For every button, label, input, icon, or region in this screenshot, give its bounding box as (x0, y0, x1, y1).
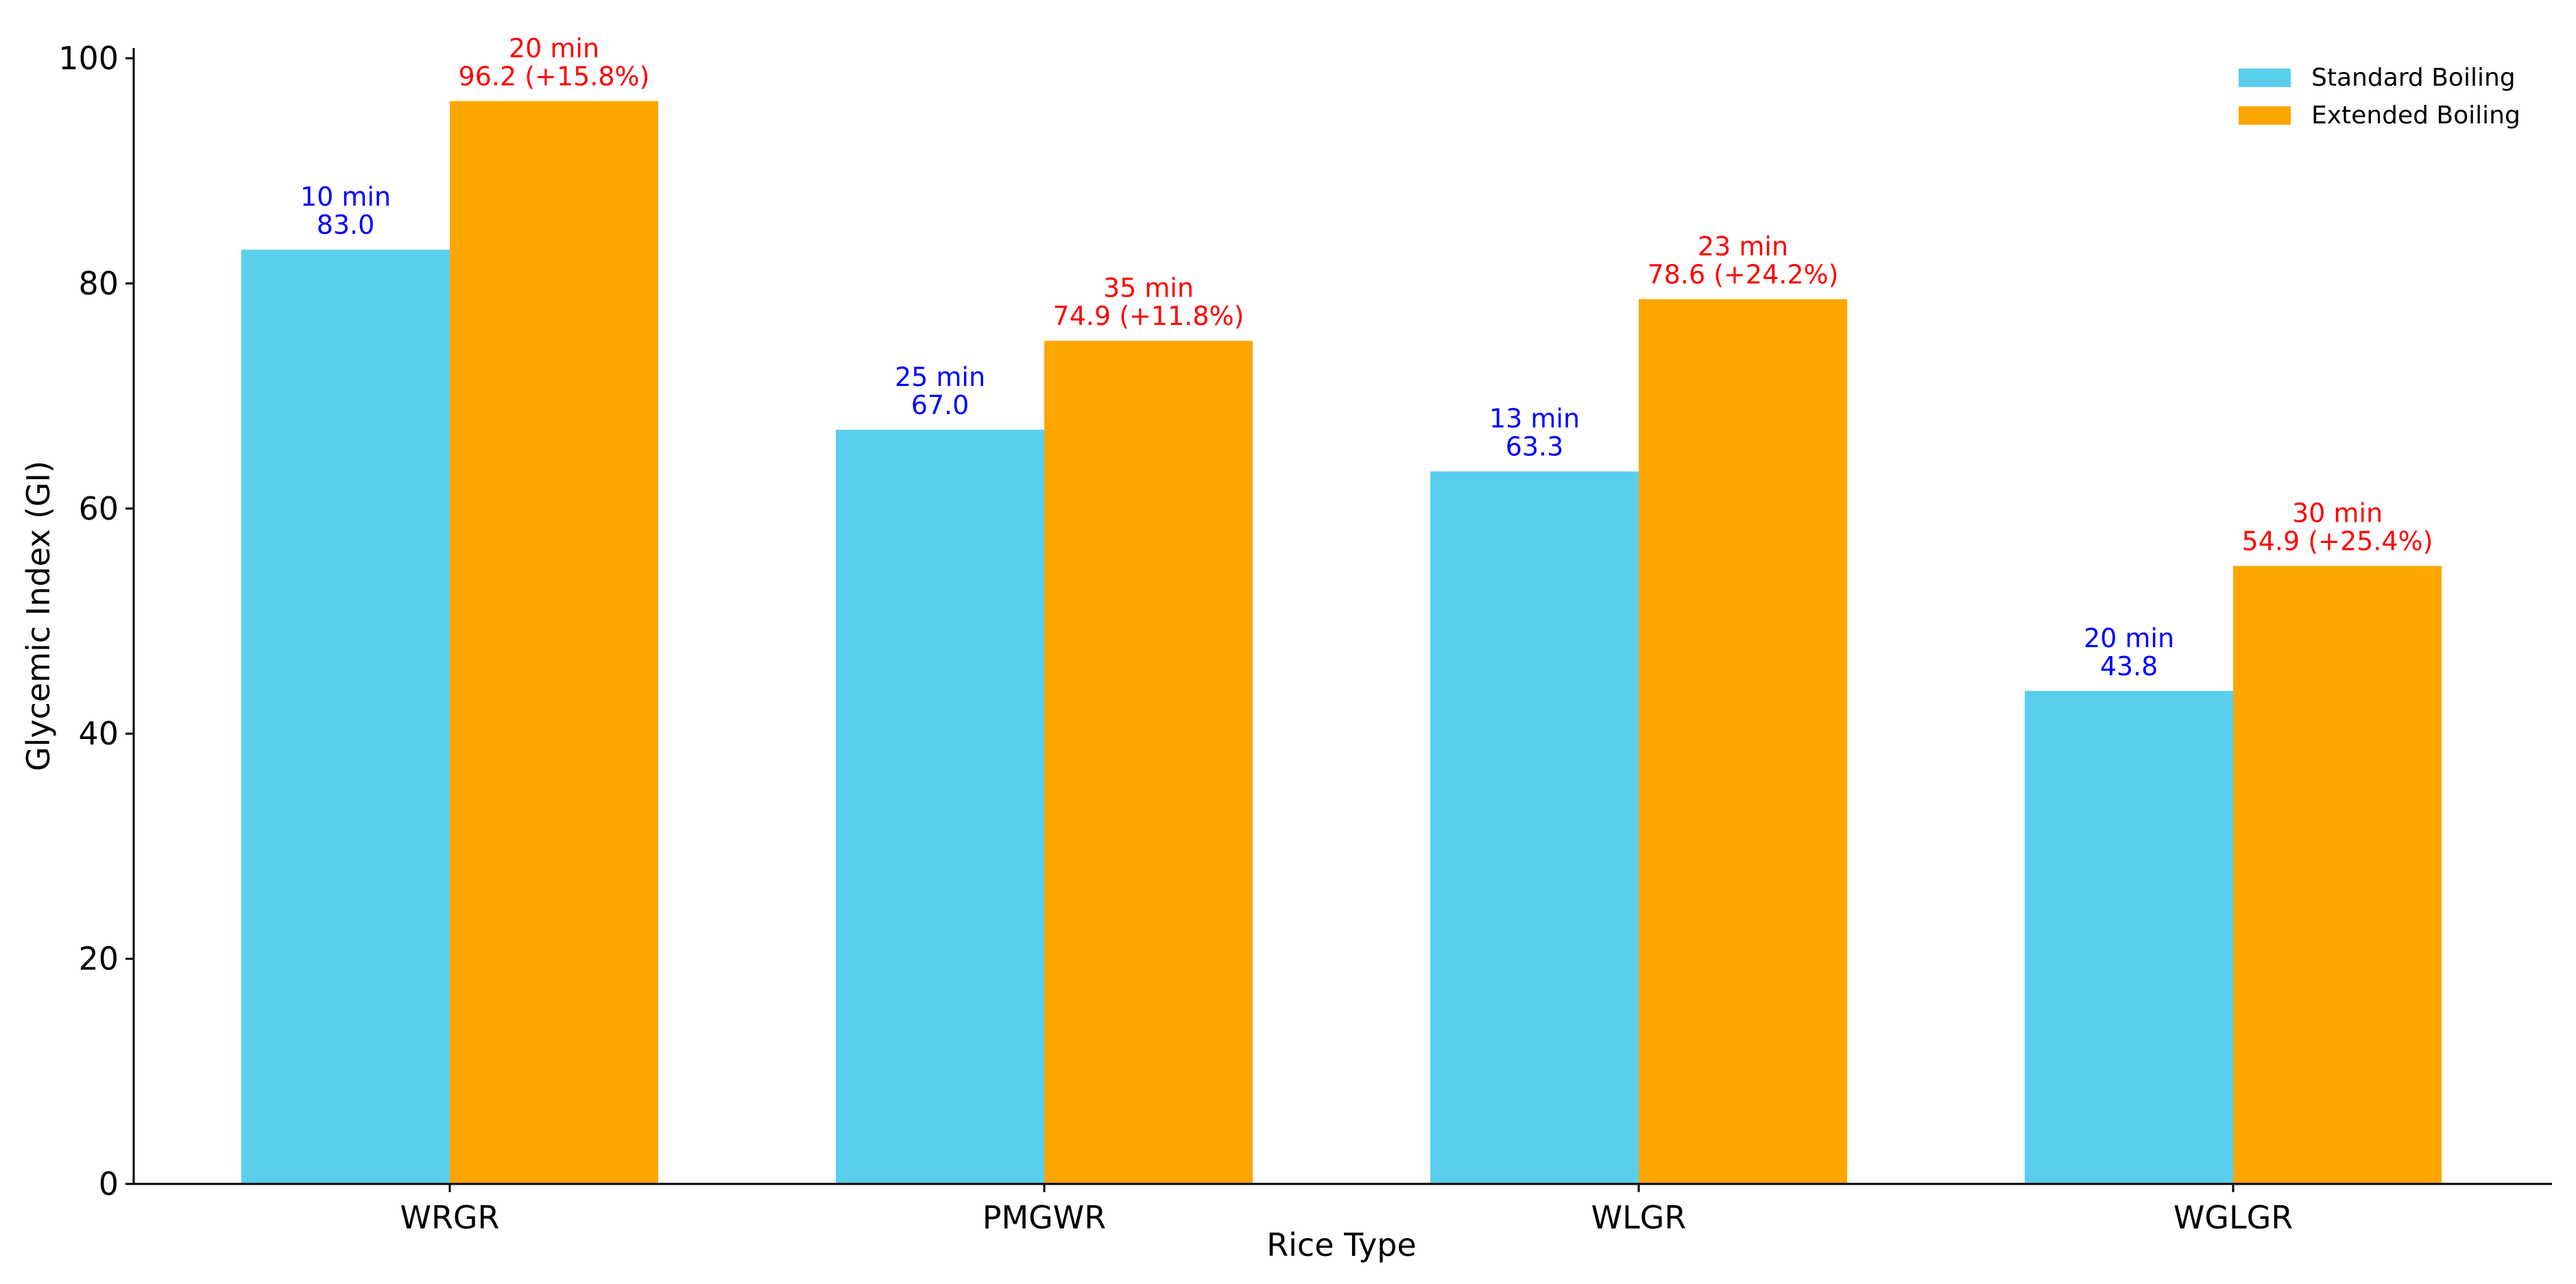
legend: Standard Boiling Extended Boiling (2239, 64, 2520, 130)
x-tick-label: WLGR (1591, 1199, 1687, 1236)
bar-standard-wlgr (1430, 471, 1639, 1184)
bar-value-label: 43.8 (2100, 651, 2158, 681)
axes-layer (132, 48, 2552, 1185)
bar-value-label: 96.2 (+15.8%) (459, 61, 650, 91)
y-tick-label: 100 (58, 40, 119, 77)
bar-time-label: 30 min (2292, 498, 2383, 529)
legend-label-standard: Standard Boiling (2311, 64, 2516, 92)
x-tick-label: PMGWR (983, 1199, 1107, 1236)
bar-standard-wglgr (2025, 690, 2233, 1184)
bar-time-label: 23 min (1698, 231, 1788, 261)
bar-value-label: 54.9 (+25.4%) (2242, 526, 2433, 557)
bar-time-label: 25 min (895, 362, 985, 392)
x-axis-title: Rice Type (1266, 1226, 1417, 1263)
x-ticks: WRGR PMGWR WLGR WGLGR (400, 1184, 2293, 1236)
y-tick-label: 20 (78, 941, 119, 978)
bar-standard-wrgr (241, 250, 450, 1184)
y-axis-title: Glycemic Index (GI) (20, 461, 57, 771)
bar-time-label: 20 min (509, 33, 599, 63)
bar-extended-wrgr (450, 101, 658, 1184)
bar-extended-pmgwr (1044, 341, 1253, 1185)
bar-value-label: 63.3 (1506, 432, 1564, 462)
y-tick-label: 60 (78, 490, 119, 527)
legend-swatch-standard (2239, 69, 2291, 87)
bar-standard-pmgwr (836, 429, 1044, 1184)
y-tick-label: 0 (99, 1165, 119, 1202)
y-ticks: 0 20 40 60 80 100 (58, 40, 134, 1202)
bar-time-label: 35 min (1103, 273, 1194, 303)
x-tick-label: WRGR (400, 1199, 499, 1236)
bar-value-label: 83.0 (317, 210, 375, 240)
bar-value-label: 74.9 (+11.8%) (1053, 301, 1244, 331)
y-tick-label: 40 (78, 715, 119, 752)
legend-label-extended: Extended Boiling (2311, 101, 2520, 130)
bar-value-label: 67.0 (911, 390, 970, 420)
bars-layer (241, 101, 2442, 1185)
y-tick-label: 80 (78, 265, 119, 302)
bar-value-label: 78.6 (+24.2%) (1648, 259, 1839, 289)
legend-swatch-extended (2239, 106, 2291, 125)
bar-extended-wglgr (2233, 566, 2442, 1184)
bar-time-label: 20 min (2084, 623, 2174, 653)
bar-time-label: 13 min (1489, 404, 1580, 434)
bar-extended-wlgr (1639, 299, 1847, 1185)
bar-time-label: 10 min (300, 182, 391, 212)
x-tick-label: WGLGR (2174, 1199, 2293, 1236)
